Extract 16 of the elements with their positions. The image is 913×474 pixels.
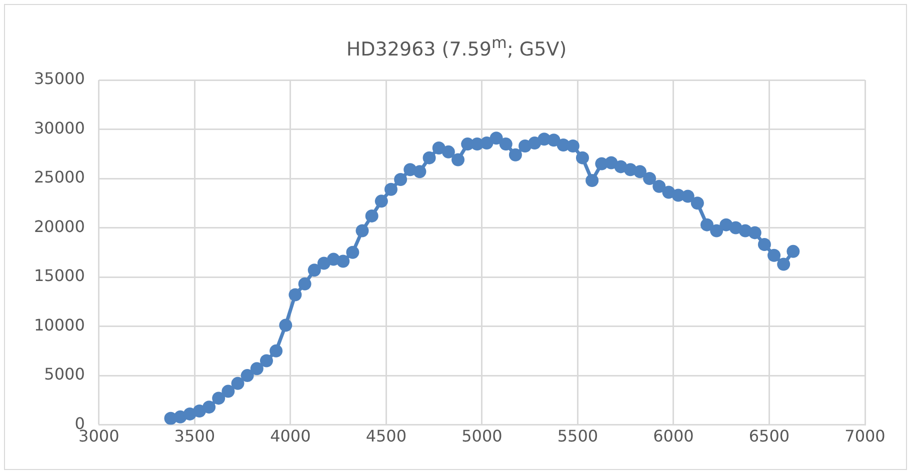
- x-tick-label: 6500: [748, 426, 790, 446]
- x-tick-label: 5500: [557, 426, 598, 446]
- y-tick-label: 15000: [34, 266, 85, 286]
- y-tick-label: 20000: [34, 216, 85, 236]
- y-tick-label: 10000: [34, 315, 85, 334]
- x-tick-label: 6000: [653, 426, 694, 446]
- y-tick-label: 5000: [44, 364, 85, 384]
- chart-title: HD32963 (7.59$^{m}$; G5V): [345, 33, 568, 60]
- y-tick-label: 30000: [34, 118, 85, 138]
- x-tick-label: 4000: [270, 426, 311, 446]
- y-tick-label: 35000: [34, 69, 85, 88]
- x-tick-label: 3500: [174, 426, 216, 446]
- x-tick-label: 4500: [366, 426, 407, 446]
- x-tick-label: 7000: [844, 426, 886, 446]
- y-tick-label: 25000: [34, 168, 85, 187]
- x-tick-label: 5000: [462, 426, 502, 446]
